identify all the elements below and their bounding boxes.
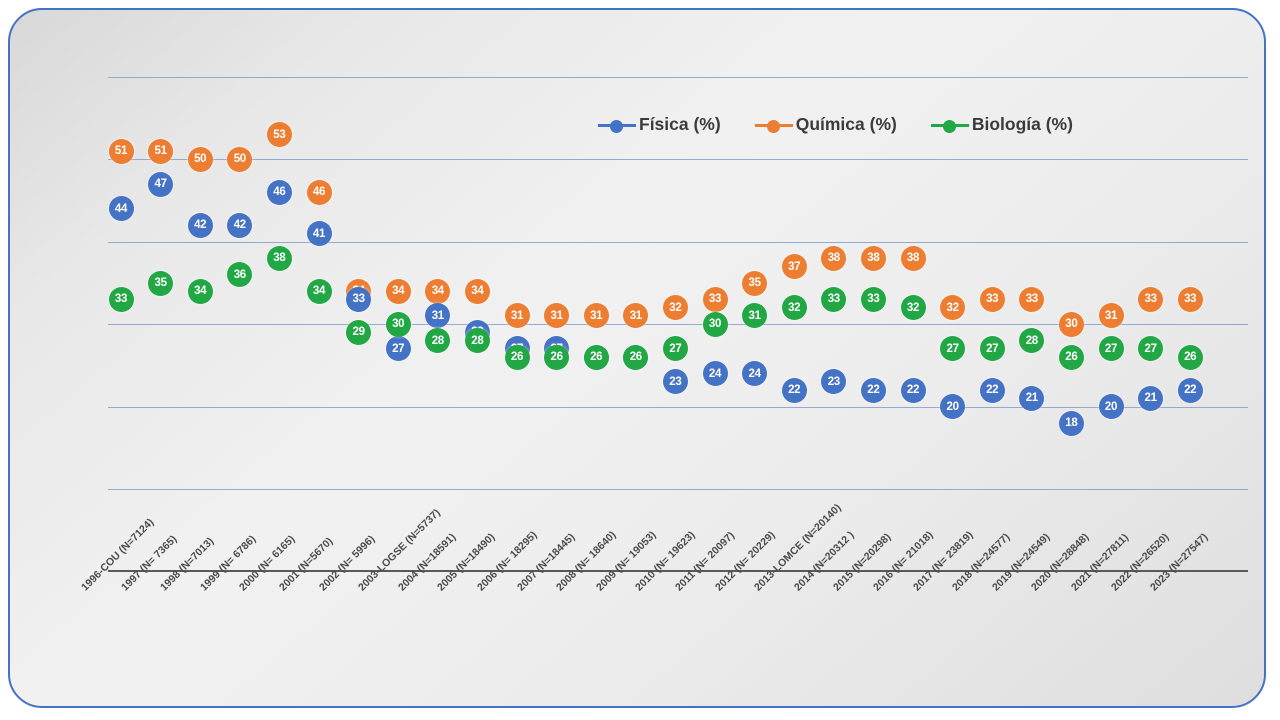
gridline-30 [108,324,1248,326]
data-point-biologia-15[interactable]: 30 [702,311,728,337]
data-point-quimica-19[interactable]: 38 [860,245,886,271]
data-point-quimica-7[interactable]: 34 [385,278,411,304]
data-point-quimica-4[interactable]: 53 [266,122,292,148]
data-point-biologia-19[interactable]: 33 [860,286,886,312]
data-point-biologia-27[interactable]: 26 [1177,344,1203,370]
data-point-biologia-22[interactable]: 27 [979,336,1005,362]
data-point-quimica-18[interactable]: 38 [821,245,847,271]
data-point-quimica-24[interactable]: 30 [1058,311,1084,337]
data-point-fisica-19[interactable]: 22 [860,377,886,403]
data-point-fisica-21[interactable]: 20 [940,394,966,420]
data-point-fisica-1[interactable]: 47 [148,171,174,197]
data-point-quimica-20[interactable]: 38 [900,245,926,271]
data-point-quimica-11[interactable]: 31 [544,303,570,329]
data-point-biologia-2[interactable]: 34 [187,278,213,304]
data-point-biologia-9[interactable]: 28 [464,328,490,354]
data-point-quimica-21[interactable]: 32 [940,295,966,321]
data-point-quimica-12[interactable]: 31 [583,303,609,329]
chart-plot-area: 44 47 42 42 46 41 33 27 31 29 27 27 26 26 23 24 24 22 23 22… [10,10,1264,706]
data-point-quimica-26[interactable]: 33 [1138,286,1164,312]
data-point-quimica-14[interactable]: 32 [662,295,688,321]
data-point-quimica-23[interactable]: 33 [1019,286,1045,312]
data-point-fisica-23[interactable]: 21 [1019,385,1045,411]
data-point-biologia-23[interactable]: 28 [1019,328,1045,354]
data-point-biologia-8[interactable]: 28 [425,328,451,354]
data-point-biologia-20[interactable]: 32 [900,295,926,321]
data-point-biologia-4[interactable]: 38 [266,245,292,271]
data-point-biologia-12[interactable]: 26 [583,344,609,370]
legend-marker-biologia-icon [930,118,969,133]
gridline-40 [108,241,1248,243]
data-point-biologia-1[interactable]: 35 [148,270,174,296]
data-point-quimica-13[interactable]: 31 [623,303,649,329]
data-point-fisica-0[interactable]: 44 [108,196,134,222]
data-point-quimica-0[interactable]: 51 [108,138,134,164]
data-point-biologia-13[interactable]: 26 [623,344,649,370]
legend-marker-quimica-icon [754,118,793,133]
data-point-biologia-18[interactable]: 33 [821,286,847,312]
data-point-quimica-27[interactable]: 33 [1177,286,1203,312]
legend-item-biologia[interactable]: Biología (%) [930,114,1073,135]
data-point-quimica-22[interactable]: 33 [979,286,1005,312]
data-point-quimica-5[interactable]: 46 [306,179,332,205]
data-point-fisica-24[interactable]: 18 [1058,410,1084,436]
data-point-biologia-25[interactable]: 27 [1098,336,1124,362]
data-point-fisica-26[interactable]: 21 [1138,385,1164,411]
x-axis-label-0: 1996-COU (N=7124) [79,516,157,594]
gridline-10 [108,489,1248,490]
data-point-biologia-7[interactable]: 30 [385,311,411,337]
data-point-biologia-10[interactable]: 26 [504,344,530,370]
legend-label-quimica: Química (%) [795,114,897,134]
data-point-biologia-3[interactable]: 36 [227,262,253,288]
data-point-fisica-8[interactable]: 31 [425,303,451,329]
data-point-biologia-17[interactable]: 32 [781,295,807,321]
data-point-biologia-26[interactable]: 27 [1138,336,1164,362]
data-point-biologia-16[interactable]: 31 [742,303,768,329]
legend-label-biologia: Biología (%) [971,114,1073,134]
data-point-fisica-17[interactable]: 22 [781,377,807,403]
data-point-fisica-15[interactable]: 24 [702,361,728,387]
legend-item-fisica[interactable]: Física (%) [598,114,721,135]
data-point-fisica-16[interactable]: 24 [742,361,768,387]
data-point-quimica-3[interactable]: 50 [227,146,253,172]
gridline-60 [108,77,1248,78]
gridline-50 [108,159,1248,161]
data-point-fisica-2[interactable]: 42 [187,212,213,238]
data-point-quimica-9[interactable]: 34 [464,278,490,304]
legend-marker-fisica-icon [598,118,636,133]
data-point-fisica-5[interactable]: 41 [306,221,332,247]
data-point-fisica-27[interactable]: 22 [1177,377,1203,403]
data-point-quimica-2[interactable]: 50 [187,146,213,172]
data-point-fisica-20[interactable]: 22 [900,377,926,403]
data-point-fisica-22[interactable]: 22 [979,377,1005,403]
data-point-fisica-6[interactable]: 33 [346,286,372,312]
data-point-biologia-0[interactable]: 33 [108,286,134,312]
data-point-biologia-5[interactable]: 34 [306,278,332,304]
data-point-fisica-18[interactable]: 23 [821,369,847,395]
data-point-biologia-24[interactable]: 26 [1058,344,1084,370]
data-point-quimica-8[interactable]: 34 [425,278,451,304]
data-point-quimica-16[interactable]: 35 [742,270,768,296]
data-point-quimica-15[interactable]: 33 [702,286,728,312]
gridline-20 [108,406,1248,408]
chart-frame: 44 47 42 42 46 41 33 27 31 29 27 27 26 26 23 24 24 22 23 22… [8,8,1266,708]
x-axis-line [108,570,1248,572]
data-point-fisica-4[interactable]: 46 [266,179,292,205]
legend-item-quimica[interactable]: Química (%) [754,114,897,135]
data-point-biologia-6[interactable]: 29 [346,319,372,345]
data-point-biologia-21[interactable]: 27 [940,336,966,362]
data-point-fisica-3[interactable]: 42 [227,212,253,238]
data-point-biologia-14[interactable]: 27 [662,336,688,362]
data-point-biologia-11[interactable]: 26 [544,344,570,370]
data-point-quimica-10[interactable]: 31 [504,303,530,329]
legend-label-fisica: Física (%) [639,114,721,134]
data-point-quimica-1[interactable]: 51 [148,138,174,164]
data-point-quimica-17[interactable]: 37 [781,254,807,280]
chart-legend: Física (%) Química (%) Biología (%) [598,114,1073,135]
data-point-fisica-14[interactable]: 23 [662,369,688,395]
data-point-fisica-25[interactable]: 20 [1098,394,1124,420]
data-point-fisica-7[interactable]: 27 [385,336,411,362]
data-point-quimica-25[interactable]: 31 [1098,303,1124,329]
